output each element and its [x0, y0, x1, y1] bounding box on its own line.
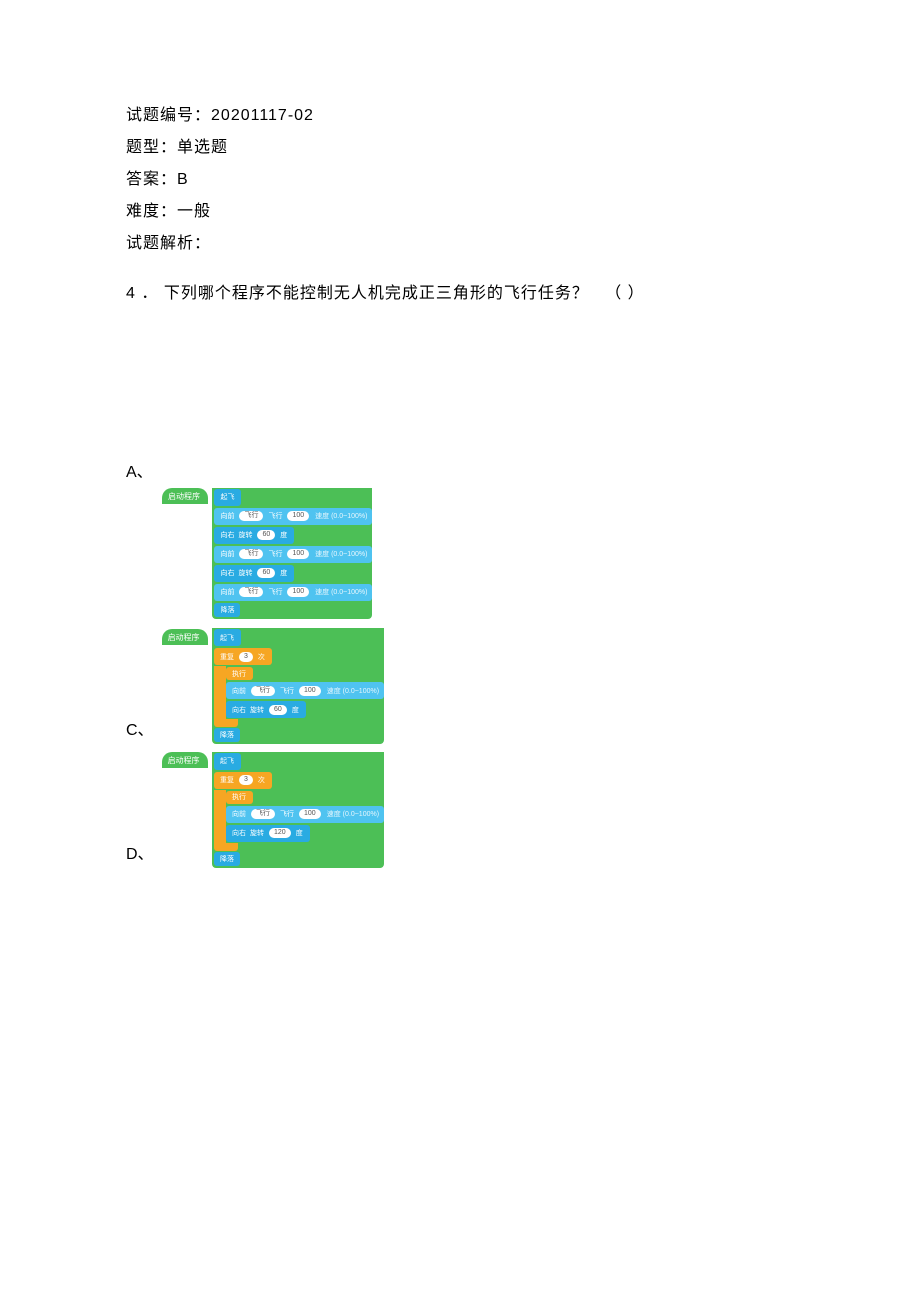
meta-analysis-label: 试题解析：	[126, 235, 211, 252]
meta-id-label: 试题编号：	[126, 107, 211, 124]
option-c-label: C、	[126, 716, 154, 744]
question-dot: ．	[141, 285, 158, 302]
takeoff-block: 起飞	[214, 753, 241, 770]
value-pill: 飞行	[251, 686, 275, 696]
value-pill: 60	[269, 705, 287, 715]
value-pill: 100	[287, 511, 309, 521]
meta-analysis: 试题解析：	[126, 228, 794, 260]
meta-id-value: 20201117-02	[211, 107, 314, 124]
value-pill: 3	[239, 652, 253, 662]
meta-answer: 答案：B	[126, 164, 794, 196]
loop-foot	[214, 843, 238, 851]
question-paren: （ ）	[605, 285, 644, 302]
value-pill: 3	[239, 775, 253, 785]
loop-arm	[214, 790, 226, 843]
turn-block: 向右旋转60度	[214, 527, 294, 544]
turn-block: 向右旋转60度	[214, 565, 294, 582]
loop-arm	[214, 666, 226, 719]
document-page: 试题编号：20201117-02 题型：单选题 答案：B 难度：一般 试题解析：…	[0, 0, 920, 908]
value-pill: 飞行	[239, 587, 263, 597]
option-c-row: C、 启动程序 起飞 重复3次 执行 向前飞行飞行100速度 (0.0~100%…	[126, 627, 794, 745]
value-pill: 飞行	[239, 511, 263, 521]
forward-block: 向前飞行飞行100速度 (0.0~100%)	[214, 546, 372, 563]
value-pill: 60	[257, 568, 275, 578]
value-pill: 120	[269, 828, 291, 838]
loop-body: 执行 向前飞行飞行100速度 (0.0~100%) 向右旋转120度	[226, 790, 384, 843]
hat-block: 启动程序	[162, 629, 208, 645]
exec-block: 执行	[226, 667, 253, 680]
meta-type: 题型：单选题	[126, 132, 794, 164]
turn-block: 向右旋转120度	[226, 825, 310, 842]
question-line: 4 ． 下列哪个程序不能控制无人机完成正三角形的飞行任务？ （ ）	[126, 278, 794, 310]
hat-block: 启动程序	[162, 752, 208, 768]
land-block: 降落	[214, 603, 240, 617]
program-body: 起飞 重复3次 执行 向前飞行飞行100速度 (0.0~100%) 向右旋转12…	[212, 752, 384, 868]
value-pill: 100	[287, 587, 309, 597]
takeoff-block: 起飞	[214, 489, 241, 506]
meta-difficulty-label: 难度：	[126, 203, 177, 220]
program-body: 起飞 向前飞行飞行100速度 (0.0~100%) 向右旋转60度 向前飞行飞行…	[212, 488, 372, 619]
forward-block: 向前飞行飞行100速度 (0.0~100%)	[226, 806, 384, 823]
repeat-block: 重复3次	[214, 772, 272, 789]
forward-block: 向前飞行飞行100速度 (0.0~100%)	[214, 584, 372, 601]
program-body: 起飞 重复3次 执行 向前飞行飞行100速度 (0.0~100%) 向右旋转60…	[212, 628, 384, 744]
question-text: 下列哪个程序不能控制无人机完成正三角形的飞行任务？	[164, 285, 589, 302]
option-d-block: 启动程序 起飞 重复3次 执行 向前飞行飞行100速度 (0.0~100%) 向…	[162, 750, 384, 868]
meta-answer-value: B	[177, 171, 189, 188]
meta-difficulty-value: 一般	[177, 203, 211, 220]
value-pill: 飞行	[239, 549, 263, 559]
meta-difficulty: 难度：一般	[126, 196, 794, 228]
meta-type-label: 题型：	[126, 139, 177, 156]
value-pill: 飞行	[251, 809, 275, 819]
meta-type-value: 单选题	[177, 139, 228, 156]
spacer	[126, 310, 794, 450]
value-pill: 100	[299, 809, 321, 819]
question-number: 4	[126, 278, 136, 310]
exec-block: 执行	[226, 791, 253, 804]
land-block: 降落	[214, 852, 240, 866]
option-a-label: A、	[126, 458, 794, 482]
value-pill: 100	[299, 686, 321, 696]
value-pill: 100	[287, 549, 309, 559]
turn-block: 向右旋转60度	[226, 701, 306, 718]
land-block: 降落	[214, 728, 240, 742]
option-d-label: D、	[126, 840, 154, 868]
option-a-block: 启动程序 起飞 向前飞行飞行100速度 (0.0~100%) 向右旋转60度 向…	[162, 486, 794, 619]
option-c-block: 启动程序 起飞 重复3次 执行 向前飞行飞行100速度 (0.0~100%) 向…	[162, 627, 384, 745]
meta-answer-label: 答案：	[126, 171, 177, 188]
forward-block: 向前飞行飞行100速度 (0.0~100%)	[226, 682, 384, 699]
repeat-block: 重复3次	[214, 648, 272, 665]
hat-block: 启动程序	[162, 488, 208, 504]
loop-body: 执行 向前飞行飞行100速度 (0.0~100%) 向右旋转60度	[226, 666, 384, 719]
value-pill: 60	[257, 530, 275, 540]
option-d-row: D、 启动程序 起飞 重复3次 执行 向前飞行飞行100速度 (0.0~100%…	[126, 750, 794, 868]
meta-id: 试题编号：20201117-02	[126, 100, 794, 132]
forward-block: 向前飞行飞行100速度 (0.0~100%)	[214, 508, 372, 525]
loop-foot	[214, 719, 238, 727]
takeoff-block: 起飞	[214, 629, 241, 646]
